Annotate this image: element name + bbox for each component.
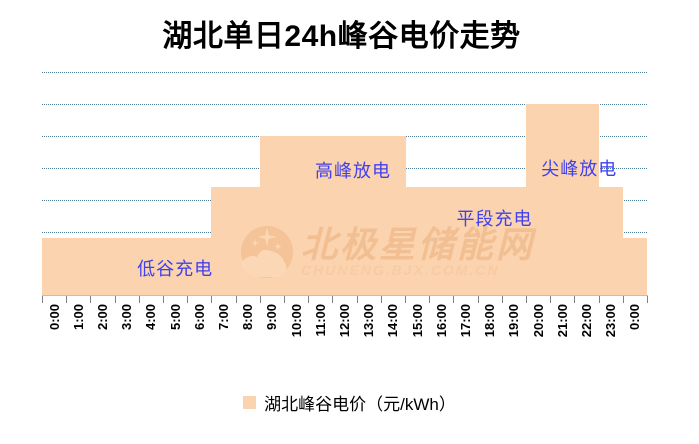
x-axis-tick [235, 296, 237, 303]
price-bar [526, 104, 551, 296]
x-tick-label: 15:00 [409, 304, 425, 338]
x-axis-tick [187, 296, 189, 303]
price-bar [90, 238, 116, 296]
x-axis-tick [380, 296, 382, 303]
price-bar [259, 136, 285, 296]
x-axis-tick [429, 296, 431, 303]
x-axis-tick [332, 296, 334, 303]
x-tick-label: 6:00 [191, 304, 207, 331]
x-axis-tick [259, 296, 261, 303]
x-tick-label: 23:00 [603, 304, 619, 338]
price-bar [453, 187, 479, 296]
price-bar [405, 187, 430, 296]
period-annotation: 平段充电 [456, 208, 533, 229]
x-tick-label: 18:00 [482, 304, 498, 338]
x-axis-tick [453, 296, 455, 303]
x-tick-label: 1:00 [70, 304, 86, 331]
price-bar [429, 187, 454, 296]
price-bar [622, 238, 647, 296]
price-bar [163, 238, 188, 296]
x-tick-label: 8:00 [240, 304, 256, 331]
x-axis-tick [598, 296, 600, 303]
price-bar [598, 187, 624, 296]
x-axis-tick [211, 296, 213, 303]
x-axis-tick [647, 296, 648, 303]
gridline [42, 104, 647, 105]
x-axis-tick [622, 296, 624, 303]
x-tick-label: 4:00 [143, 304, 159, 331]
x-axis-tick [163, 296, 164, 303]
price-bar [211, 187, 237, 296]
x-axis-tick [574, 296, 576, 303]
price-bar [501, 187, 527, 296]
x-axis-tick [42, 296, 43, 303]
price-bar [550, 104, 575, 296]
price-bar [114, 238, 140, 296]
chart-title: 湖北单日24h峰谷电价走势 [162, 20, 521, 53]
price-bar [308, 136, 333, 296]
x-tick-label: 14:00 [385, 304, 401, 338]
price-bar [42, 238, 67, 296]
x-tick-label: 20:00 [530, 304, 546, 338]
x-tick-label: 0:00 [46, 304, 62, 331]
x-axis-tick [405, 296, 406, 303]
x-tick-label: 5:00 [167, 304, 183, 331]
price-bar [356, 136, 382, 296]
x-axis-line [42, 295, 648, 296]
x-axis-tick [284, 296, 285, 303]
x-axis-tick [356, 296, 358, 303]
x-tick-label: 16:00 [433, 304, 449, 338]
x-tick-label: 22:00 [579, 304, 594, 338]
x-axis-tick [114, 296, 116, 303]
x-tick-label: 13:00 [361, 304, 377, 338]
x-tick-label: 11:00 [312, 304, 328, 337]
price-bar [235, 187, 261, 296]
price-bar [574, 104, 600, 296]
legend-swatch [243, 396, 257, 409]
price-bar [187, 238, 212, 296]
gridline [42, 72, 647, 73]
price-bar [138, 238, 164, 296]
price-bar [66, 238, 91, 296]
x-axis-tick [526, 296, 527, 303]
x-axis-tick [477, 296, 479, 303]
x-tick-label: 7:00 [216, 304, 231, 331]
x-axis-tick [138, 296, 140, 303]
price-bar [380, 136, 406, 296]
x-tick-label: 3:00 [119, 304, 135, 331]
x-tick-label: 0:00 [627, 304, 643, 331]
x-tick-label: 17:00 [458, 304, 473, 338]
period-annotation: 低谷充电 [137, 259, 214, 279]
price-bar [284, 136, 309, 296]
price-bar [332, 136, 358, 296]
x-tick-label: 19:00 [506, 304, 522, 338]
x-axis-tick [308, 296, 310, 303]
period-annotation: 尖峰放电 [541, 159, 618, 179]
x-axis-tick [550, 296, 552, 303]
period-annotation: 高峰放电 [314, 160, 391, 181]
x-tick-label: 10:00 [288, 304, 304, 338]
x-axis-tick [66, 296, 68, 303]
x-axis-tick [501, 296, 503, 303]
legend-label: 湖北峰谷电价（元/kWh） [264, 395, 456, 414]
price-bar [477, 187, 503, 296]
x-tick-label: 9:00 [264, 304, 280, 331]
x-tick-label: 21:00 [554, 304, 570, 338]
x-axis-tick [90, 296, 92, 303]
x-tick-label: 12:00 [337, 304, 352, 338]
legend: 湖北峰谷电价（元/kWh） [0, 390, 699, 415]
x-tick-label: 2:00 [95, 304, 110, 331]
